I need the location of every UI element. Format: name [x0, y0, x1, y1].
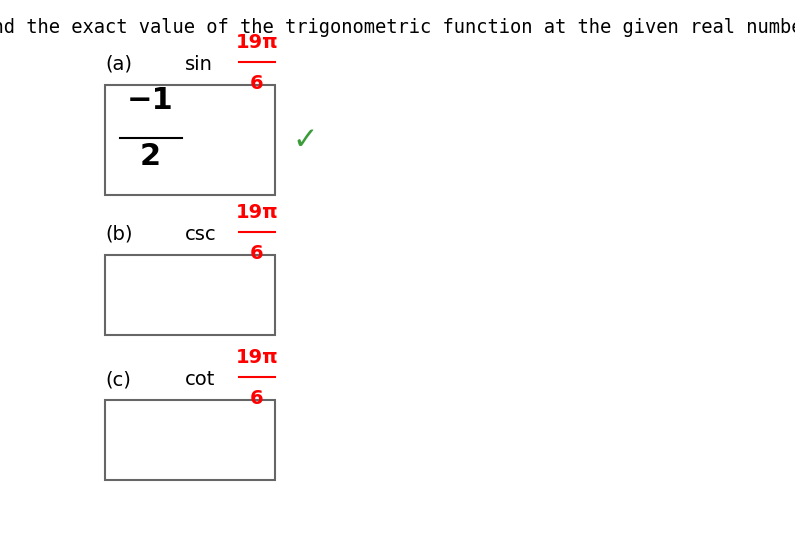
- Text: 19π: 19π: [235, 348, 278, 367]
- Text: (b): (b): [105, 225, 133, 244]
- Text: (a): (a): [105, 55, 132, 74]
- Text: (c): (c): [105, 370, 131, 389]
- Text: 6: 6: [250, 74, 264, 93]
- FancyBboxPatch shape: [105, 85, 275, 195]
- Text: 6: 6: [250, 244, 264, 263]
- Text: 19π: 19π: [235, 203, 278, 222]
- Text: 19π: 19π: [235, 33, 278, 52]
- Text: −1: −1: [126, 86, 173, 115]
- Text: ✓: ✓: [293, 126, 318, 154]
- Text: 2: 2: [139, 142, 161, 171]
- Text: cot: cot: [185, 370, 215, 389]
- Text: csc: csc: [185, 225, 216, 244]
- FancyBboxPatch shape: [105, 255, 275, 335]
- Text: 6: 6: [250, 389, 264, 408]
- Text: sin: sin: [185, 55, 213, 74]
- FancyBboxPatch shape: [105, 400, 275, 480]
- Text: Find the exact value of the trigonometric function at the given real number.: Find the exact value of the trigonometri…: [0, 18, 795, 37]
